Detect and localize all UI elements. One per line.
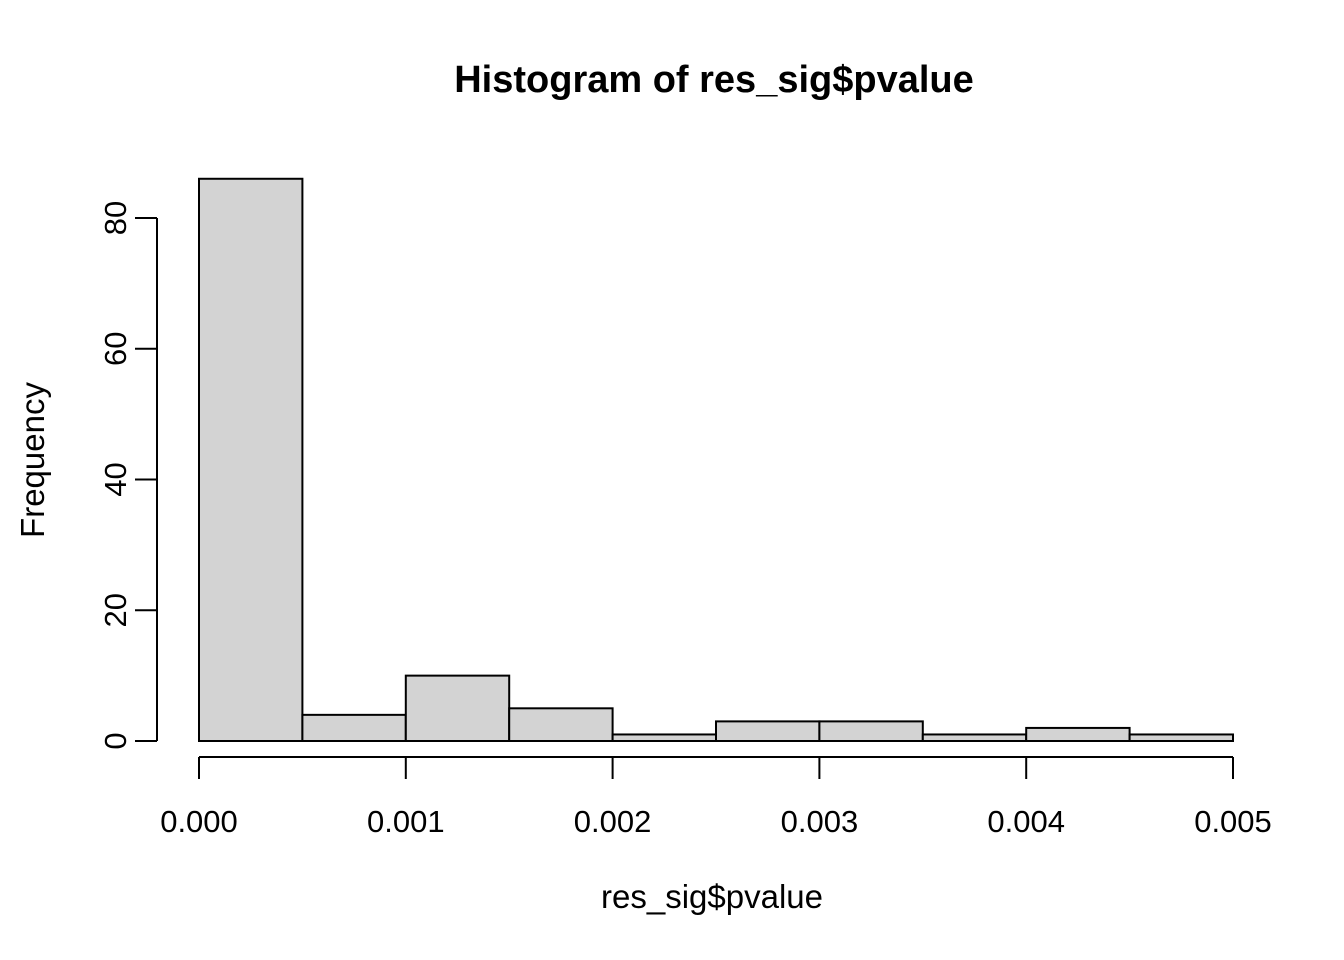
histogram-bar: [715, 720, 821, 743]
x-tick-label: 0.004: [987, 804, 1065, 839]
histogram-bar: [1025, 726, 1131, 742]
y-tick-label: 40: [98, 462, 133, 496]
chart-title: Histogram of res_sig$pvalue: [454, 59, 974, 101]
x-axis: 0.000 0.001 0.002 0.003 0.004 0.005: [160, 756, 1272, 839]
y-axis-label: Frequency: [14, 382, 51, 538]
histogram-bar: [404, 674, 511, 742]
histogram-bar: [921, 733, 1028, 743]
y-tick-label: 60: [98, 332, 133, 366]
histogram-bar: [198, 177, 304, 742]
y-tick-label: 0: [98, 732, 133, 749]
histogram-bar: [611, 733, 717, 743]
x-tick-label: 0.002: [574, 804, 652, 839]
x-tick-label: 0.000: [160, 804, 238, 839]
x-tick-label: 0.003: [781, 804, 859, 839]
x-tick-label: 0.001: [367, 804, 445, 839]
histogram-bar: [508, 707, 614, 742]
histogram-bar: [818, 720, 924, 743]
histogram-bars: [198, 177, 1234, 743]
x-axis-label: res_sig$pvalue: [601, 878, 823, 915]
y-tick-label: 80: [98, 201, 133, 235]
y-axis: 0 20 40 60 80: [98, 201, 158, 750]
x-tick-label: 0.005: [1194, 804, 1272, 839]
y-tick-label: 20: [98, 593, 133, 627]
histogram-bar: [1128, 733, 1234, 743]
histogram-bar: [301, 713, 407, 742]
